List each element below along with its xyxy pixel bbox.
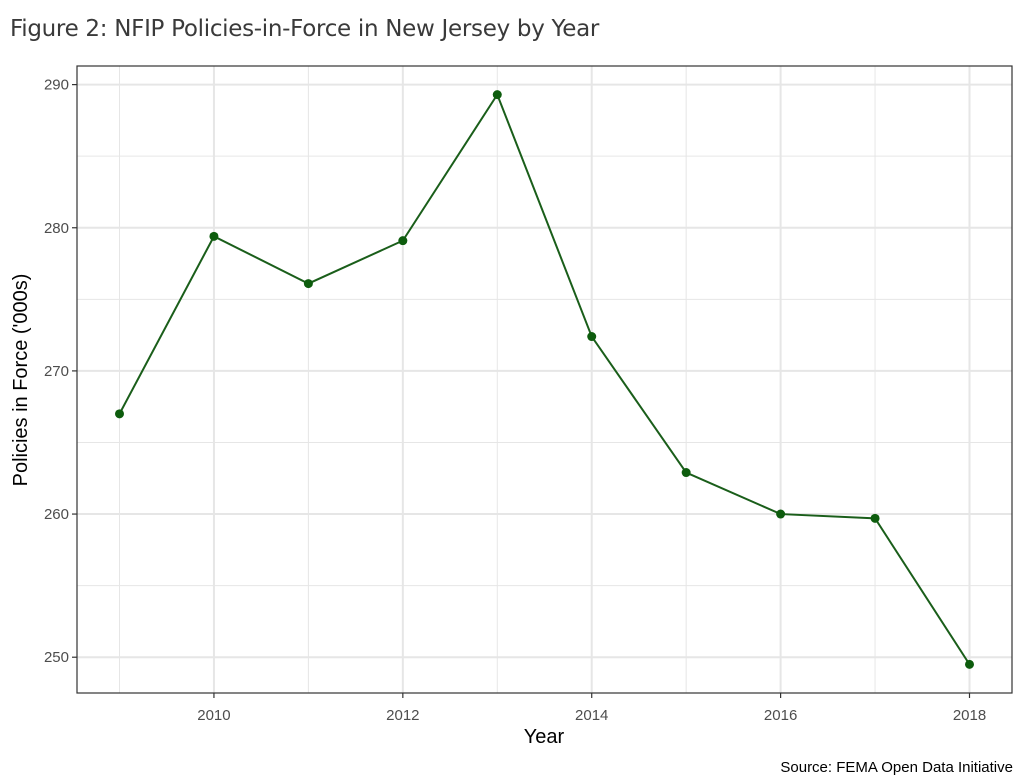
y-tick-label: 270 bbox=[44, 363, 69, 380]
y-axis-title: Policies in Force ('000s) bbox=[10, 274, 32, 487]
data-point bbox=[587, 332, 597, 342]
data-series bbox=[115, 90, 974, 669]
major-gridlines bbox=[77, 66, 1012, 693]
x-tick-label: 2016 bbox=[764, 707, 797, 724]
y-tick-label: 260 bbox=[44, 506, 69, 523]
data-point bbox=[115, 409, 124, 419]
data-point bbox=[398, 236, 408, 246]
data-point bbox=[965, 659, 974, 669]
x-axis: 2010 2012 2014 2016 2018 bbox=[197, 693, 986, 724]
source-caption: Source: FEMA Open Data Initiative bbox=[780, 759, 1013, 776]
y-tick-label: 290 bbox=[44, 77, 69, 94]
y-tick-label: 250 bbox=[44, 649, 69, 666]
x-tick-label: 2018 bbox=[953, 707, 986, 724]
data-point bbox=[870, 513, 880, 523]
series-line bbox=[118, 92, 971, 665]
data-point bbox=[681, 468, 691, 478]
data-point bbox=[492, 90, 502, 100]
y-axis: 250 260 270 280 290 bbox=[44, 77, 77, 666]
x-tick-label: 2014 bbox=[575, 707, 608, 724]
x-axis-title: Year bbox=[524, 726, 565, 748]
x-tick-label: 2010 bbox=[197, 707, 230, 724]
chart-title: Figure 2: NFIP Policies-in-Force in New … bbox=[10, 16, 600, 42]
plot-panel-border bbox=[76, 65, 1013, 694]
minor-gridlines bbox=[77, 66, 1012, 693]
y-tick-label: 280 bbox=[44, 220, 69, 237]
x-tick-label: 2012 bbox=[386, 707, 419, 724]
data-point bbox=[209, 231, 219, 241]
data-point bbox=[303, 279, 313, 289]
data-point bbox=[776, 509, 786, 519]
